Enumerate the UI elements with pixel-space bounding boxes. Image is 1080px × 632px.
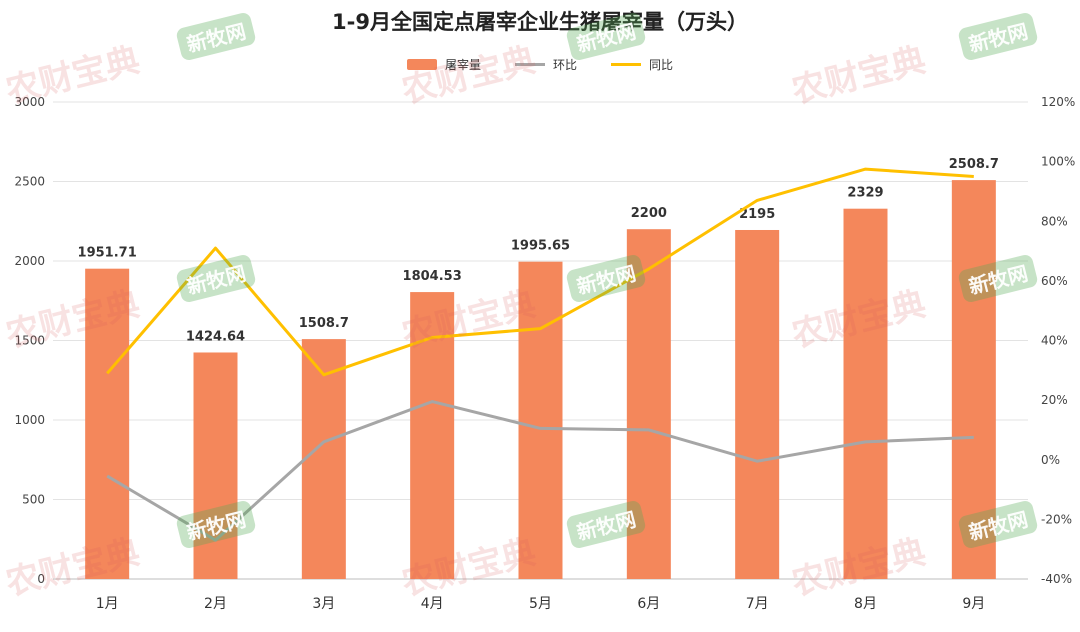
y-tick-right: 40% (1041, 334, 1068, 348)
bar-data-label: 1995.65 (511, 239, 570, 254)
x-tick-label: 3月 (312, 596, 335, 612)
bar-data-label: 1951.71 (78, 246, 137, 261)
legend-swatch-mom (514, 63, 545, 66)
bar (193, 352, 238, 579)
x-tick-label: 1月 (96, 596, 119, 612)
y-tick-left: 3000 (14, 95, 45, 109)
y-tick-right: -40% (1041, 572, 1072, 586)
series-line-yoy (106, 167, 974, 377)
legend-item-mom[interactable]: 环比 (514, 56, 577, 73)
legend-item-yoy[interactable]: 同比 (611, 56, 673, 73)
y-tick-right: 80% (1041, 214, 1068, 228)
y-tick-right: 20% (1041, 393, 1068, 407)
bar-data-label: 2329 (847, 186, 883, 201)
bar (626, 229, 671, 579)
bar-data-label: 1424.64 (186, 329, 245, 344)
y-tick-left: 1500 (14, 334, 45, 348)
y-tick-right: 0% (1041, 453, 1060, 467)
x-tick-label: 8月 (854, 596, 877, 612)
y-tick-left: 2000 (14, 254, 45, 268)
legend: 屠宰量 环比 同比 (0, 56, 1080, 73)
y-tick-left: 0 (37, 572, 45, 586)
series-line-mom (106, 400, 974, 542)
bar (843, 208, 888, 579)
x-tick-label: 7月 (746, 596, 769, 612)
y-tick-right: 100% (1041, 155, 1075, 169)
bar (85, 268, 130, 579)
chart-title: 1-9月全国定点屠宰企业生猪屠宰量（万头） (332, 10, 748, 34)
bar (951, 180, 996, 579)
x-tick-label: 2月 (204, 596, 227, 612)
legend-label-mom: 环比 (552, 58, 577, 72)
y-tick-left: 2500 (14, 175, 45, 189)
legend-label-yoy: 同比 (649, 58, 674, 72)
legend-item-slaughter[interactable]: 屠宰量 (406, 56, 481, 73)
bar (410, 292, 455, 579)
bar (735, 229, 780, 579)
x-tick-label: 4月 (421, 596, 444, 612)
bar-data-label: 1508.7 (299, 316, 349, 331)
bar-data-label: 2195 (739, 207, 775, 222)
bar-data-label: 1804.53 (403, 269, 462, 284)
bar-data-label: 2200 (631, 206, 667, 221)
x-tick-label: 6月 (637, 596, 660, 612)
bar-data-label: 2508.7 (949, 157, 999, 172)
x-tick-label: 5月 (529, 596, 552, 612)
y-tick-right: -20% (1041, 512, 1072, 526)
bar (518, 261, 563, 579)
bar (301, 339, 346, 579)
y-tick-right: 60% (1041, 274, 1068, 288)
x-tick-label: 9月 (962, 596, 985, 612)
legend-swatch-yoy (611, 63, 641, 66)
y-tick-left: 1000 (14, 413, 45, 427)
legend-label-slaughter: 屠宰量 (444, 58, 481, 72)
y-tick-right: 120% (1041, 95, 1075, 109)
legend-swatch-slaughter (406, 59, 437, 70)
y-tick-left: 500 (22, 493, 45, 507)
